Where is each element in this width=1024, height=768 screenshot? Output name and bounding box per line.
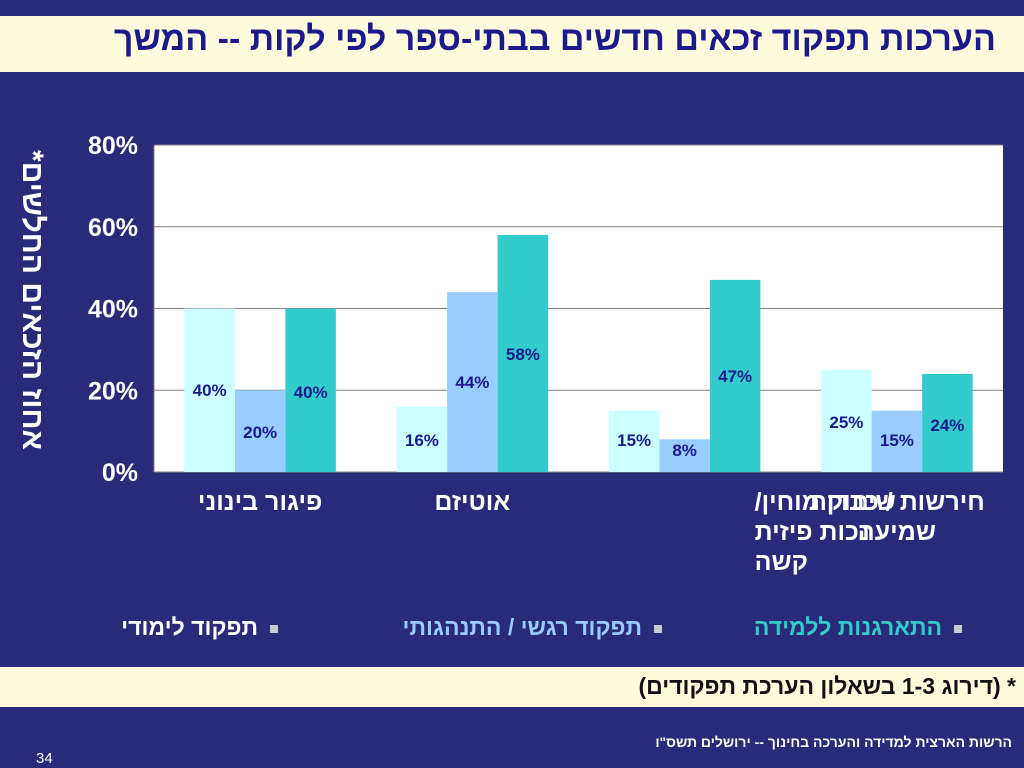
y-tick-label: 0% (102, 459, 138, 487)
legend-label: תפקוד לימודי (121, 614, 258, 640)
data-label: 40% (193, 381, 227, 400)
bar (234, 390, 286, 472)
y-tick-label: 60% (88, 214, 138, 242)
bar (922, 373, 973, 472)
bar (608, 410, 660, 472)
bar (709, 279, 761, 472)
legend-item-series-3: תפקוד לימודי (121, 614, 278, 641)
legend-bullet-icon (270, 624, 278, 633)
data-label: 8% (672, 441, 697, 460)
x-category-label: קשה (755, 548, 808, 576)
bar (447, 292, 498, 472)
data-label: 15% (617, 431, 651, 450)
legend-item-series-2: תפקוד רגשי / התנהגותי (403, 614, 662, 641)
slide-title: הערכות תפקוד זכאים חדשים בבתי-ספר לפי לק… (113, 20, 996, 58)
legend-label: תפקוד רגשי / התנהגותי (402, 614, 642, 640)
title-banner: הערכות תפקוד זכאים חדשים בבתי-ספר לפי לק… (0, 16, 1024, 72)
x-category-label: אוטיזם (434, 488, 510, 516)
data-label: 40% (294, 383, 328, 402)
bar (821, 369, 872, 472)
x-category-label: נכות פיזית (755, 518, 870, 546)
y-tick-label: 40% (88, 296, 138, 324)
data-label: 58% (506, 345, 540, 364)
legend-bullet-icon (654, 624, 662, 633)
bar (285, 308, 336, 472)
y-tick-label: 80% (88, 132, 138, 160)
x-category-label: חירשות / כבדות (809, 488, 985, 516)
page-number: 34 (36, 750, 53, 767)
legend-item-series-1: התארגנות ללמידה (754, 614, 962, 641)
y-tick-label: 20% (88, 377, 138, 405)
data-label: 16% (405, 431, 439, 450)
legend-label: התארגנות ללמידה (753, 614, 942, 640)
data-label: 20% (243, 423, 277, 442)
legend-bullet-icon (954, 624, 962, 633)
data-label: 47% (718, 367, 752, 386)
bar (497, 234, 549, 472)
footer-credit: הרשות הארצית למדידה והערכה בחינוך -- ירו… (655, 734, 1012, 750)
data-label: 24% (930, 416, 964, 435)
data-label: 15% (880, 431, 914, 450)
bar (396, 406, 448, 472)
footnote: * (דירוג 1-3 בשאלון הערכת תפקודים) (638, 673, 1016, 699)
bar (659, 439, 710, 472)
data-label: 44% (455, 373, 489, 392)
bar-chart: 0% 20% 40% 60% 80% 24% 15% 25% חירשות / כבדותשמי… (88, 132, 1003, 576)
x-category-label: פיגור בינוני (198, 488, 322, 516)
bar (184, 308, 235, 472)
x-category-label: שמיעה (858, 518, 936, 546)
data-label: 25% (829, 413, 863, 432)
note-banner: * (דירוג 1-3 בשאלון הערכת תפקודים) (0, 667, 1024, 707)
bar (871, 410, 923, 472)
x-category-label: שיתוק מוחין/ (755, 488, 896, 516)
